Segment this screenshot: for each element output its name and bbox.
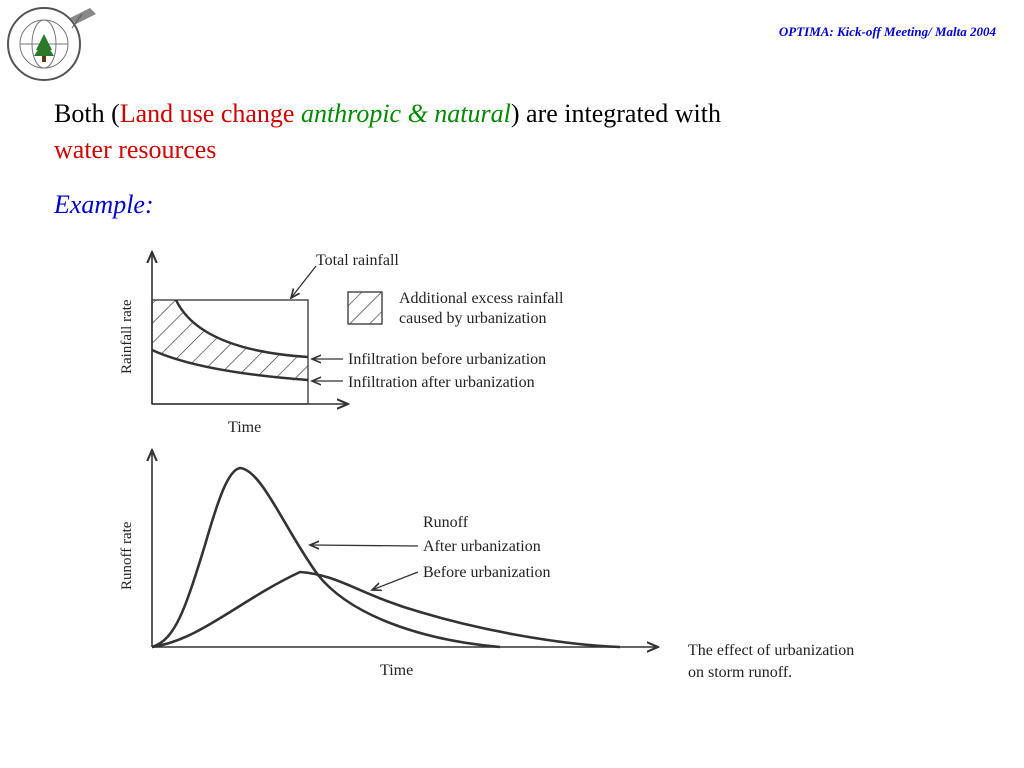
figure-caption-line2: on storm runoff.: [688, 664, 792, 681]
ncrs-logo: [7, 7, 96, 81]
header-title: OPTIMA: Kick-off Meeting/ Malta 2004: [778, 24, 996, 39]
rainfall-xlabel: Time: [228, 419, 261, 436]
intro-anthropic: anthropic & natural: [300, 99, 511, 128]
rainfall-ylabel: Rainfall rate: [119, 299, 135, 374]
intro-prefix: Both (: [54, 99, 120, 128]
infiltration-after-curve: [151, 348, 309, 382]
total-rainfall-box: [151, 299, 309, 405]
intro-land-use: Land use change: [119, 99, 295, 128]
total-rainfall-label: Total rainfall: [316, 252, 399, 269]
runoff-chart: Runoff rate Time Runoff After urbanizati…: [119, 450, 658, 679]
runoff-ylabel: Runoff rate: [119, 521, 135, 590]
runoff-before-curve: [151, 570, 621, 649]
after-urbanization-label: After urbanization: [423, 538, 541, 555]
legend-line1: Additional excess rainfall: [399, 290, 564, 307]
figure-caption-line1: The effect of urbanization: [688, 642, 854, 659]
runoff-after-curve: [151, 466, 501, 649]
infiltration-before-curve: [174, 299, 309, 359]
runoff-xlabel: Time: [380, 662, 413, 679]
legend-line2: caused by urbanization: [399, 310, 547, 327]
legend-hatch-swatch: [347, 291, 383, 325]
excess-rainfall-hatch: [152, 300, 308, 382]
intro-water: water resources: [54, 135, 217, 164]
infiltration-after-label: Infiltration after urbanization: [348, 374, 535, 391]
infiltration-before-label: Infiltration before urbanization: [348, 351, 546, 368]
before-urbanization-label: Before urbanization: [423, 564, 551, 581]
example-label: Example:: [54, 190, 154, 219]
intro-text: Both (Land use change anthropic & natura…: [54, 96, 974, 168]
intro-suffix: ) are integrated with: [510, 99, 721, 128]
rainfall-chart: Rainfall rate Time Total rainfall Additi…: [119, 252, 564, 436]
runoff-label: Runoff: [423, 514, 469, 531]
